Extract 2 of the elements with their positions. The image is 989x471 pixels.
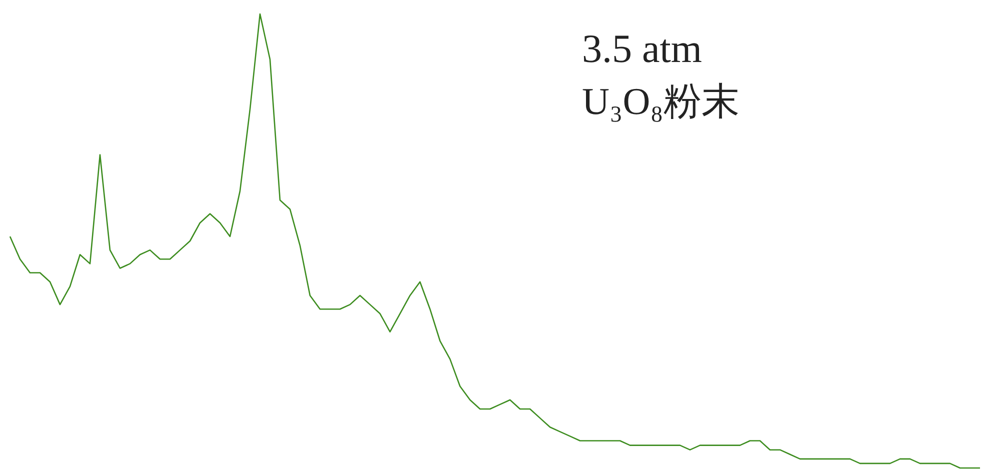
annotation: U₃O₈粉末	[582, 81, 740, 123]
annotation: 3.5 atm	[582, 26, 702, 71]
